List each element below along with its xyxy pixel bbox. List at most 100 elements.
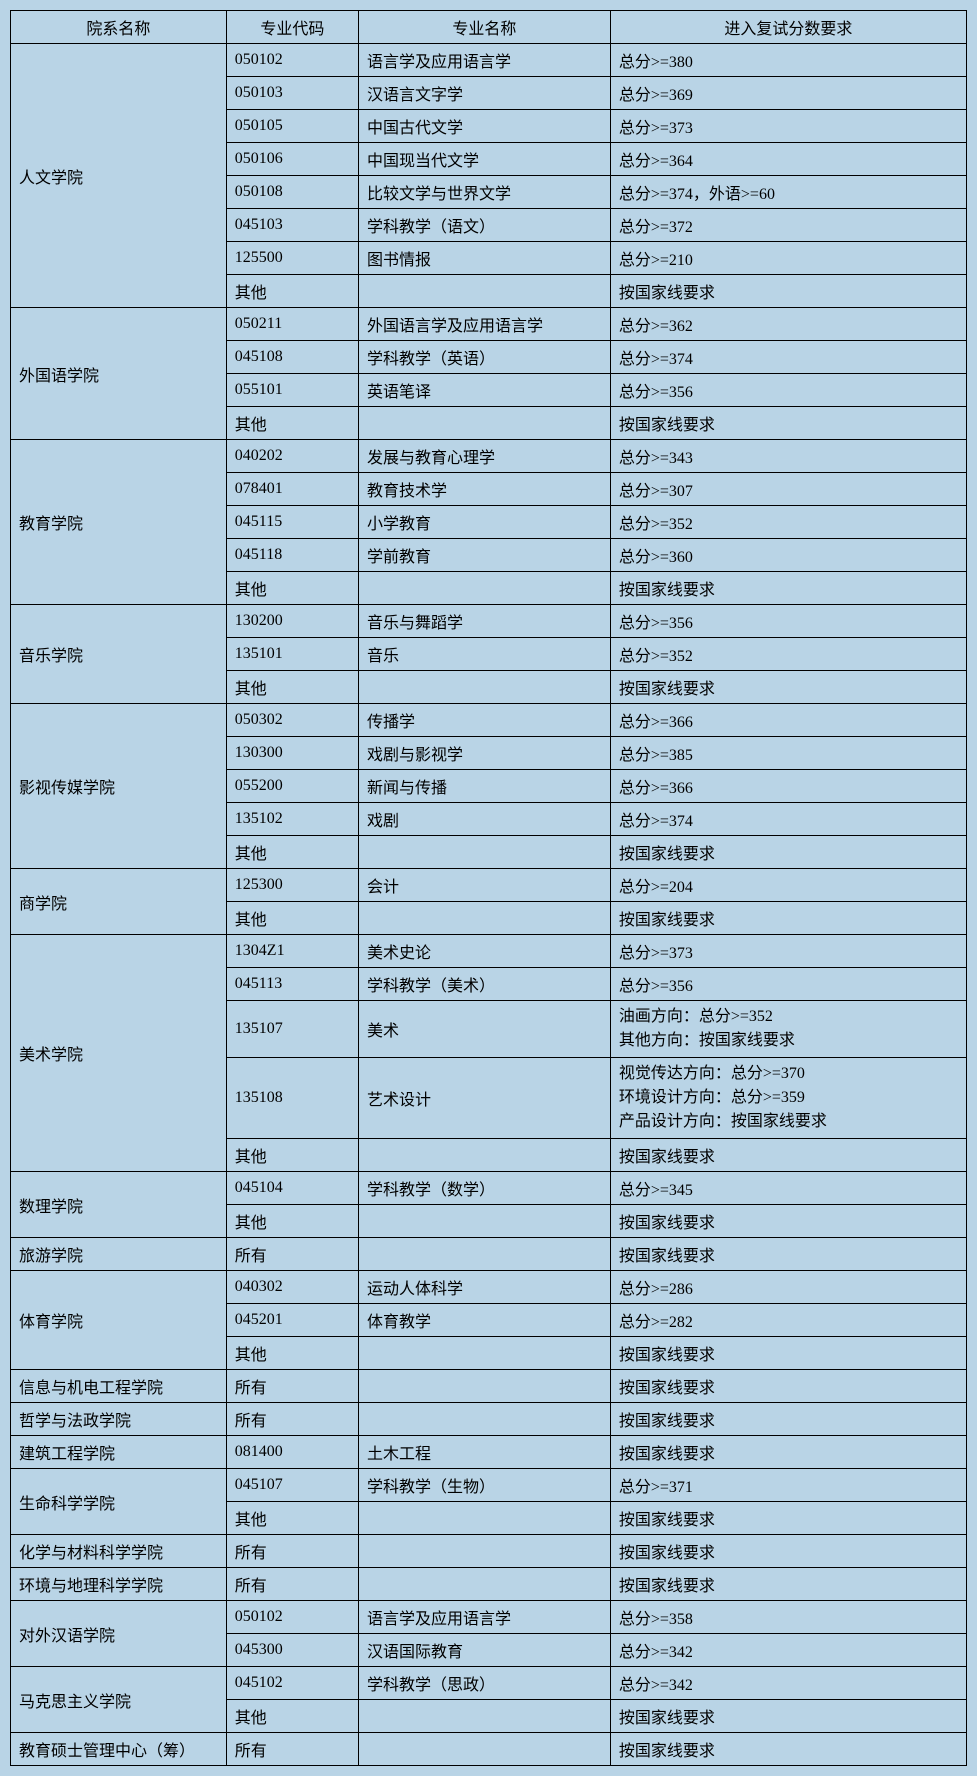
cell-name: 外国语言学及应用语言学 xyxy=(358,308,610,341)
cell-code: 045107 xyxy=(226,1469,358,1502)
cell-code: 其他 xyxy=(226,1700,358,1733)
cell-name: 音乐与舞蹈学 xyxy=(358,605,610,638)
cell-req: 按国家线要求 xyxy=(610,1238,966,1271)
table-row: 外国语学院050211外国语言学及应用语言学总分>=362 xyxy=(11,308,967,341)
cell-req: 按国家线要求 xyxy=(610,1205,966,1238)
cell-req: 总分>=373 xyxy=(610,935,966,968)
cell-req: 按国家线要求 xyxy=(610,1337,966,1370)
cell-name xyxy=(358,1535,610,1568)
table-row: 教育学院040202发展与教育心理学总分>=343 xyxy=(11,440,967,473)
cell-code: 040202 xyxy=(226,440,358,473)
cell-req: 视觉传达方向：总分>=370环境设计方向：总分>=359产品设计方向：按国家线要… xyxy=(610,1058,966,1139)
cell-req: 总分>=372 xyxy=(610,209,966,242)
cell-code: 050105 xyxy=(226,110,358,143)
cell-name: 运动人体科学 xyxy=(358,1271,610,1304)
cell-req: 总分>=373 xyxy=(610,110,966,143)
cell-name: 音乐 xyxy=(358,638,610,671)
cell-dept: 影视传媒学院 xyxy=(11,704,227,869)
cell-name xyxy=(358,902,610,935)
cell-name: 戏剧 xyxy=(358,803,610,836)
cell-name: 语言学及应用语言学 xyxy=(358,1601,610,1634)
cell-code: 所有 xyxy=(226,1535,358,1568)
table-row: 环境与地理科学学院所有按国家线要求 xyxy=(11,1568,967,1601)
table-row: 音乐学院130200音乐与舞蹈学总分>=356 xyxy=(11,605,967,638)
cell-code: 125300 xyxy=(226,869,358,902)
cell-code: 其他 xyxy=(226,572,358,605)
cell-name: 戏剧与影视学 xyxy=(358,737,610,770)
cell-req: 按国家线要求 xyxy=(610,407,966,440)
cell-code: 050102 xyxy=(226,1601,358,1634)
cell-code: 045108 xyxy=(226,341,358,374)
cell-req: 按国家线要求 xyxy=(610,836,966,869)
cell-req: 总分>=374 xyxy=(610,341,966,374)
cell-dept: 音乐学院 xyxy=(11,605,227,704)
cell-req: 按国家线要求 xyxy=(610,572,966,605)
cell-code: 130300 xyxy=(226,737,358,770)
cell-req: 总分>=374，外语>=60 xyxy=(610,176,966,209)
cell-name: 土木工程 xyxy=(358,1436,610,1469)
cell-name xyxy=(358,836,610,869)
score-requirements-table: 院系名称 专业代码 专业名称 进入复试分数要求 人文学院050102语言学及应用… xyxy=(10,10,967,1766)
cell-code: 所有 xyxy=(226,1238,358,1271)
cell-name: 发展与教育心理学 xyxy=(358,440,610,473)
cell-req: 按国家线要求 xyxy=(610,671,966,704)
table-header-row: 院系名称 专业代码 专业名称 进入复试分数要求 xyxy=(11,11,967,44)
cell-dept: 马克思主义学院 xyxy=(11,1667,227,1733)
cell-name: 比较文学与世界文学 xyxy=(358,176,610,209)
cell-req: 总分>=374 xyxy=(610,803,966,836)
cell-name xyxy=(358,1337,610,1370)
table-row: 生命科学学院045107学科教学（生物）总分>=371 xyxy=(11,1469,967,1502)
cell-code: 050106 xyxy=(226,143,358,176)
cell-name: 中国古代文学 xyxy=(358,110,610,143)
table-row: 数理学院045104学科教学（数学）总分>=345 xyxy=(11,1172,967,1205)
cell-name: 语言学及应用语言学 xyxy=(358,44,610,77)
cell-code: 所有 xyxy=(226,1370,358,1403)
cell-req: 总分>=345 xyxy=(610,1172,966,1205)
cell-code: 055200 xyxy=(226,770,358,803)
cell-code: 045103 xyxy=(226,209,358,242)
cell-name: 新闻与传播 xyxy=(358,770,610,803)
cell-dept: 化学与材料科学学院 xyxy=(11,1535,227,1568)
cell-code: 045201 xyxy=(226,1304,358,1337)
cell-name: 小学教育 xyxy=(358,506,610,539)
cell-req: 总分>=342 xyxy=(610,1667,966,1700)
cell-code: 050302 xyxy=(226,704,358,737)
cell-dept: 信息与机电工程学院 xyxy=(11,1370,227,1403)
table-row: 人文学院050102语言学及应用语言学总分>=380 xyxy=(11,44,967,77)
col-header-code: 专业代码 xyxy=(226,11,358,44)
cell-code: 所有 xyxy=(226,1733,358,1766)
cell-code: 135102 xyxy=(226,803,358,836)
cell-code: 055101 xyxy=(226,374,358,407)
cell-code: 125500 xyxy=(226,242,358,275)
cell-name: 学科教学（生物） xyxy=(358,1469,610,1502)
table-row: 哲学与法政学院所有按国家线要求 xyxy=(11,1403,967,1436)
cell-req: 总分>=210 xyxy=(610,242,966,275)
cell-code: 其他 xyxy=(226,902,358,935)
cell-req: 按国家线要求 xyxy=(610,1700,966,1733)
cell-name xyxy=(358,1700,610,1733)
cell-code: 其他 xyxy=(226,1205,358,1238)
cell-code: 045115 xyxy=(226,506,358,539)
cell-code: 130200 xyxy=(226,605,358,638)
cell-name xyxy=(358,671,610,704)
table-row: 化学与材料科学学院所有按国家线要求 xyxy=(11,1535,967,1568)
cell-req: 总分>=352 xyxy=(610,506,966,539)
cell-code: 078401 xyxy=(226,473,358,506)
cell-code: 135101 xyxy=(226,638,358,671)
cell-name xyxy=(358,275,610,308)
cell-req: 总分>=356 xyxy=(610,605,966,638)
col-header-req: 进入复试分数要求 xyxy=(610,11,966,44)
cell-name xyxy=(358,407,610,440)
cell-dept: 外国语学院 xyxy=(11,308,227,440)
cell-code: 045102 xyxy=(226,1667,358,1700)
cell-req: 总分>=358 xyxy=(610,1601,966,1634)
cell-req: 总分>=385 xyxy=(610,737,966,770)
cell-dept: 教育硕士管理中心（筹） xyxy=(11,1733,227,1766)
cell-req: 按国家线要求 xyxy=(610,1370,966,1403)
cell-req: 总分>=286 xyxy=(610,1271,966,1304)
cell-name: 学科教学（美术） xyxy=(358,968,610,1001)
cell-code: 040302 xyxy=(226,1271,358,1304)
cell-code: 045113 xyxy=(226,968,358,1001)
table-row: 旅游学院所有按国家线要求 xyxy=(11,1238,967,1271)
cell-name xyxy=(358,1139,610,1172)
